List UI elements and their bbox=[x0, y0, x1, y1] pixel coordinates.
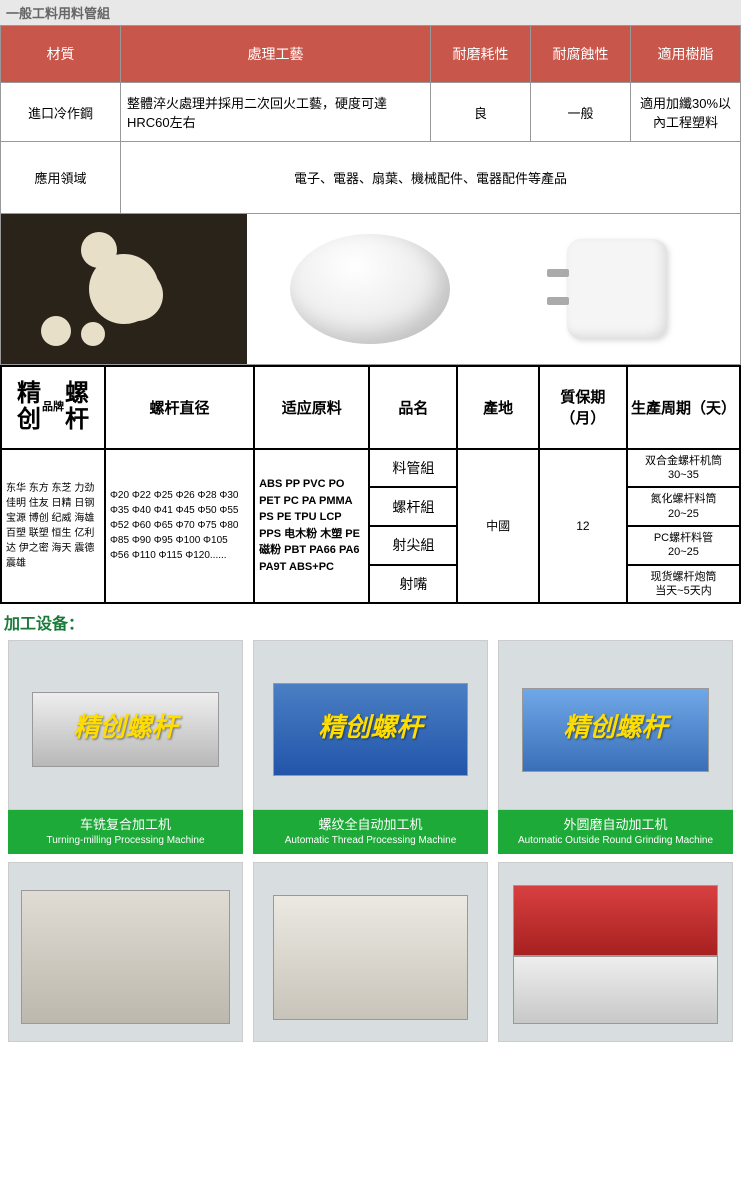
product-image-charger bbox=[494, 214, 740, 364]
cycle-name: 现货螺杆炮筒 bbox=[630, 570, 737, 584]
equipment-row-2 bbox=[0, 862, 741, 1050]
product-image-gears bbox=[1, 214, 247, 364]
td-product-2: 射尖組 bbox=[369, 526, 457, 565]
equip-image bbox=[253, 862, 488, 1042]
equip-cn: 车铣复合加工机 bbox=[80, 817, 171, 832]
td-product-0: 料管組 bbox=[369, 449, 457, 488]
th-corrosion: 耐腐蝕性 bbox=[531, 26, 631, 83]
equip-en: Automatic Thread Processing Machine bbox=[257, 834, 484, 848]
td-product-1: 螺杆組 bbox=[369, 487, 457, 526]
cycle-name: PC螺杆料管 bbox=[630, 531, 737, 545]
td-process: 整體淬火處理并採用二次回火工藝，硬度可達HRC60左右 bbox=[121, 83, 431, 142]
th-diameter: 螺杆直径 bbox=[105, 366, 254, 449]
watermark: 精创螺杆 bbox=[318, 707, 422, 744]
equip-image bbox=[498, 862, 733, 1042]
th-brand: 精 螺 创 杆 品牌 bbox=[1, 366, 105, 449]
equipment-row-1: 精创螺杆 车铣复合加工机 Turning-milling Processing … bbox=[0, 640, 741, 862]
equip-cn: 螺纹全自动加工机 bbox=[318, 817, 422, 832]
td-cycle-1: 氮化螺杆料筒 20~25 bbox=[627, 487, 740, 526]
th-origin: 產地 bbox=[457, 366, 538, 449]
brand-small: 品牌 bbox=[42, 401, 64, 413]
product-image-pebble bbox=[247, 214, 493, 364]
spec-table: 材質 處理工藝 耐磨耗性 耐腐蝕性 適用樹脂 進口冷作鋼 整體淬火處理并採用二次… bbox=[0, 25, 741, 214]
watermark: 精创螺杆 bbox=[73, 707, 177, 744]
equip-image: 精创螺杆 bbox=[8, 640, 243, 810]
product-detail-table: 精 螺 创 杆 品牌 螺杆直径 适应原料 品名 產地 質保期（月） 生產周期（天… bbox=[0, 365, 741, 604]
td-wear: 良 bbox=[431, 83, 531, 142]
cycle-days: 20~25 bbox=[630, 545, 737, 559]
td-app-label: 應用領域 bbox=[1, 142, 121, 214]
td-materials: ABS PP PVC PO PET PC PA PMMA PS PE TPU L… bbox=[254, 449, 369, 603]
equip-card-1: 精创螺杆 螺纹全自动加工机 Automatic Thread Processin… bbox=[253, 640, 488, 854]
td-resin: 適用加纖30%以內工程塑料 bbox=[631, 83, 741, 142]
equip-card-2: 精创螺杆 外圆磨自动加工机 Automatic Outside Round Gr… bbox=[498, 640, 733, 854]
watermark: 精创螺杆 bbox=[563, 707, 667, 744]
td-brands: 东华 东方 东芝 力劲 佳明 住友 日精 日钢 宝源 博创 纪威 海雄 百塑 联… bbox=[1, 449, 105, 603]
cycle-days: 当天~5天内 bbox=[630, 584, 737, 598]
section-title-1: 一般工料用料管組 bbox=[0, 0, 741, 25]
equip-cn: 外圆磨自动加工机 bbox=[563, 817, 667, 832]
equip-card-0: 精创螺杆 车铣复合加工机 Turning-milling Processing … bbox=[8, 640, 243, 854]
cycle-days: 30~35 bbox=[630, 468, 737, 482]
equip-en: Turning-milling Processing Machine bbox=[12, 834, 239, 848]
equip-image: 精创螺杆 bbox=[498, 640, 733, 810]
th-resin: 適用樹脂 bbox=[631, 26, 741, 83]
th-product: 品名 bbox=[369, 366, 457, 449]
td-product-3: 射嘴 bbox=[369, 565, 457, 604]
equip-label: 外圆磨自动加工机 Automatic Outside Round Grindin… bbox=[498, 810, 733, 854]
cycle-days: 20~25 bbox=[630, 507, 737, 521]
th-process: 處理工藝 bbox=[121, 26, 431, 83]
equip-card-4 bbox=[253, 862, 488, 1042]
th-adapt-material: 适应原料 bbox=[254, 366, 369, 449]
equipment-title: 加工设备： bbox=[0, 604, 741, 640]
td-cycle-2: PC螺杆料管 20~25 bbox=[627, 526, 740, 565]
product-image-row bbox=[0, 214, 741, 365]
equip-image: 精创螺杆 bbox=[253, 640, 488, 810]
cycle-name: 氮化螺杆料筒 bbox=[630, 492, 737, 506]
td-corrosion: 一般 bbox=[531, 83, 631, 142]
th-wear: 耐磨耗性 bbox=[431, 26, 531, 83]
td-warranty: 12 bbox=[539, 449, 627, 603]
equip-card-3 bbox=[8, 862, 243, 1042]
th-warranty: 質保期（月） bbox=[539, 366, 627, 449]
td-diameters: Φ20 Φ22 Φ25 Φ26 Φ28 Φ30 Φ35 Φ40 Φ41 Φ45 … bbox=[105, 449, 254, 603]
equip-en: Automatic Outside Round Grinding Machine bbox=[502, 834, 729, 848]
equip-label: 螺纹全自动加工机 Automatic Thread Processing Mac… bbox=[253, 810, 488, 854]
equip-label: 车铣复合加工机 Turning-milling Processing Machi… bbox=[8, 810, 243, 854]
td-app-value: 電子、電器、扇葉、機械配件、電器配件等產品 bbox=[121, 142, 741, 214]
td-material: 進口冷作鋼 bbox=[1, 83, 121, 142]
td-origin: 中國 bbox=[457, 449, 538, 603]
cycle-name: 双合金螺杆机筒 bbox=[630, 454, 737, 468]
th-material: 材質 bbox=[1, 26, 121, 83]
equip-image bbox=[8, 862, 243, 1042]
equip-card-5 bbox=[498, 862, 733, 1042]
td-cycle-3: 现货螺杆炮筒 当天~5天内 bbox=[627, 565, 740, 604]
th-cycle: 生產周期（天） bbox=[627, 366, 740, 449]
td-cycle-0: 双合金螺杆机筒 30~35 bbox=[627, 449, 740, 488]
